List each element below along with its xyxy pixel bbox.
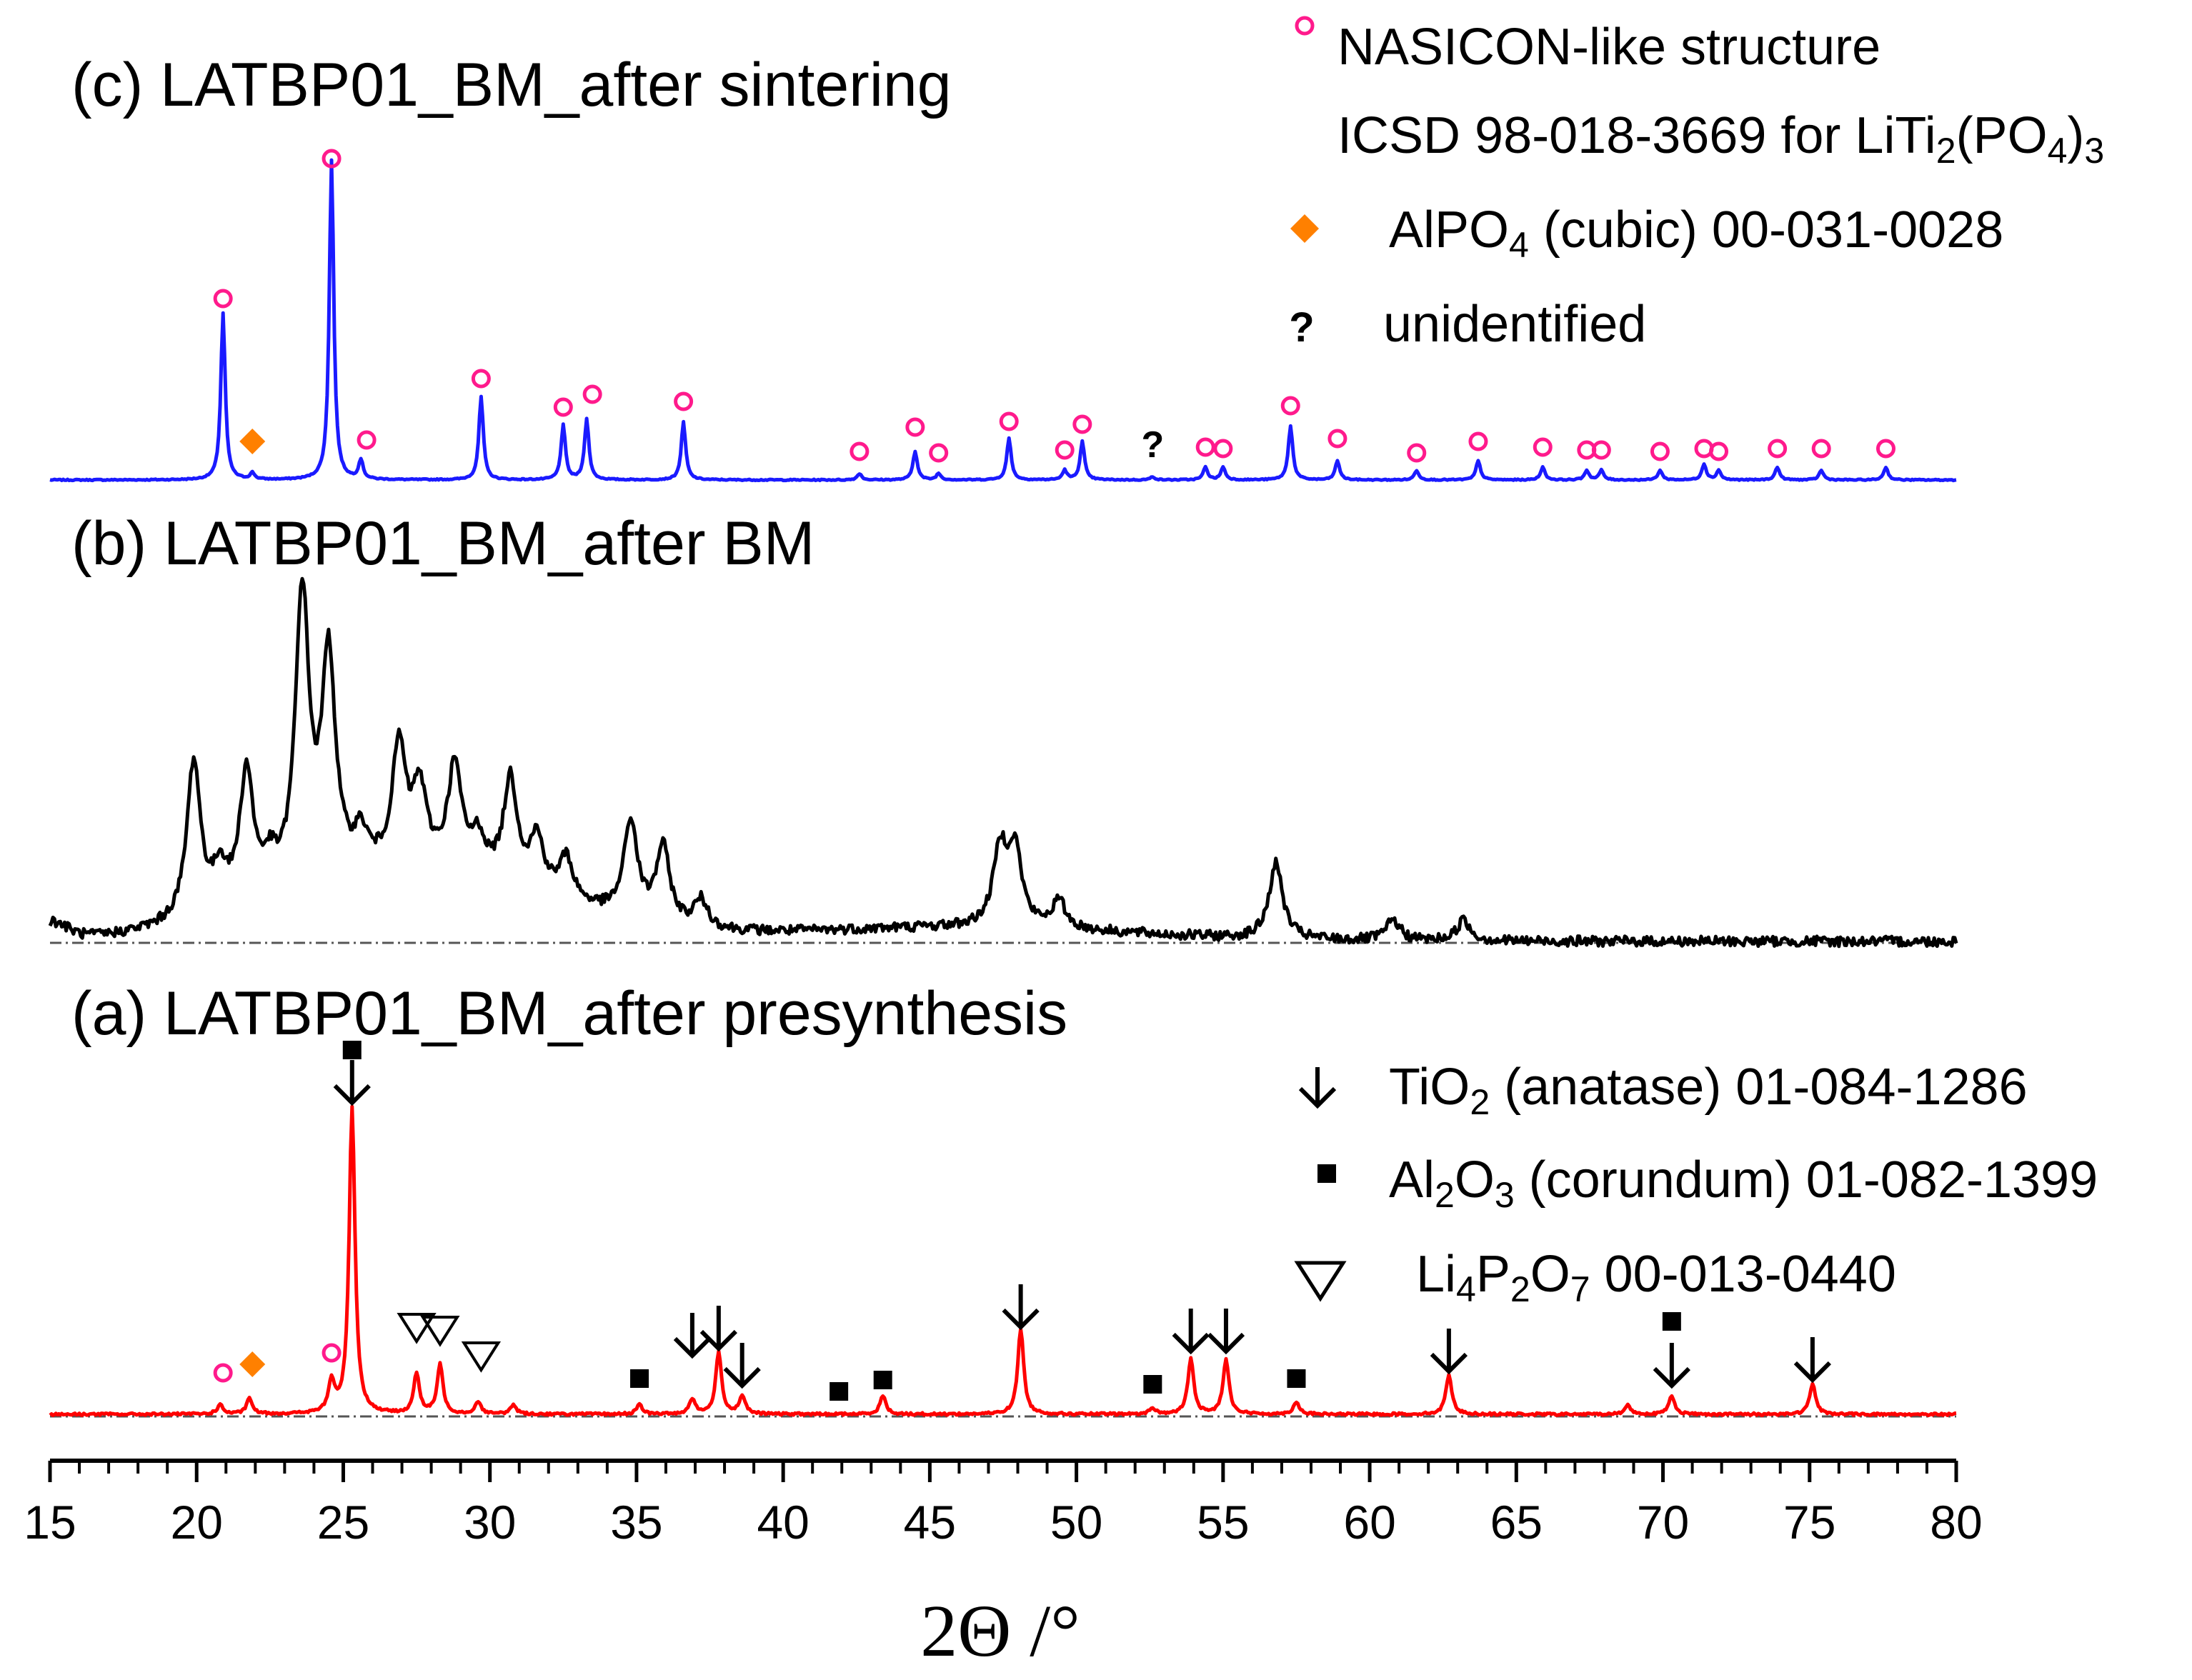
legend-anatase-symbol	[1298, 1067, 1337, 1109]
legend-anatase-label: TiO2 (anatase) 01-084-1286	[1389, 1059, 2028, 1122]
phase-markers: ?	[213, 149, 1895, 1401]
corundum-marker	[873, 1371, 892, 1389]
trace-a	[49, 1104, 1957, 1417]
alpo4-marker	[239, 429, 266, 454]
corundum-marker	[1662, 1312, 1681, 1331]
x-tick-label: 70	[1637, 1496, 1689, 1549]
nasicon-marker	[357, 430, 377, 450]
x-tick-label: 45	[904, 1496, 956, 1549]
anatase-marker	[723, 1343, 761, 1389]
nasicon-marker	[582, 384, 602, 404]
nasicon-marker	[1533, 437, 1553, 457]
nasicon-marker	[999, 411, 1019, 431]
nasicon-marker	[213, 1363, 233, 1383]
x-tick-label: 80	[1930, 1496, 1982, 1549]
anatase-marker	[673, 1313, 712, 1359]
corundum-marker	[830, 1382, 849, 1401]
unidentified-marker: ?	[1141, 424, 1164, 466]
nasicon-marker	[1407, 443, 1427, 463]
li4p2o7-marker	[420, 1316, 460, 1347]
anatase-marker	[1172, 1309, 1210, 1355]
legend-top: NASICON-like structure ICSD 98-018-3669 …	[1289, 16, 2104, 353]
x-ticks: 15 20 25 30 35 40 45 50 55 60 65 70 75 80	[24, 1461, 1983, 1549]
nasicon-marker	[929, 443, 949, 463]
panel-title-a: (a) LATBP01_BM_after presynthesis	[71, 979, 1067, 1048]
anatase-marker	[333, 1060, 371, 1106]
panel-title-c: (c) LATBP01_BM_after sintering	[71, 51, 952, 119]
legend-bottom: TiO2 (anatase) 01-084-1286 Al2O3 (corund…	[1294, 1059, 2098, 1309]
corundum-marker	[1143, 1375, 1162, 1394]
legend-nasicon-line2: ICSD 98-018-3669 for LiTi2(PO4)3	[1337, 107, 2104, 171]
nasicon-marker	[1327, 429, 1347, 449]
x-tick-label: 40	[757, 1496, 809, 1549]
anatase-marker	[1207, 1309, 1245, 1355]
anatase-marker	[1002, 1284, 1040, 1331]
legend-corundum-symbol	[1317, 1164, 1336, 1183]
nasicon-marker	[1875, 439, 1895, 459]
x-tick-label: 65	[1490, 1496, 1543, 1549]
legend-li4p2o7-label: Li4P2O7 00-013-0440	[1416, 1246, 1896, 1309]
nasicon-marker	[1709, 441, 1729, 461]
trace-b	[48, 576, 1958, 949]
x-tick-label: 35	[610, 1496, 662, 1549]
nasicon-marker	[674, 391, 694, 411]
nasicon-marker	[213, 289, 233, 309]
nasicon-marker	[1213, 439, 1233, 459]
anatase-marker	[699, 1306, 737, 1352]
x-tick-label: 75	[1783, 1496, 1835, 1549]
nasicon-marker	[1280, 396, 1300, 416]
li4p2o7-marker	[461, 1341, 502, 1373]
corundum-marker	[630, 1369, 649, 1388]
legend-alpo4-symbol	[1290, 214, 1319, 243]
corundum-marker	[1287, 1369, 1306, 1388]
legend-nasicon-symbol	[1295, 16, 1315, 36]
nasicon-marker	[1072, 414, 1092, 434]
nasicon-marker	[322, 149, 342, 169]
panel-title-b: (b) LATBP01_BM_after BM	[71, 509, 814, 578]
x-tick-label: 30	[464, 1496, 516, 1549]
nasicon-marker	[1468, 431, 1488, 451]
x-axis-label: 2Θ /°	[920, 1590, 1080, 1672]
traces	[48, 158, 1958, 1417]
nasicon-marker	[1195, 437, 1215, 457]
x-tick-label: 60	[1343, 1496, 1395, 1549]
anatase-marker	[1653, 1343, 1690, 1389]
legend-unidentified-label: unidentified	[1383, 296, 1646, 353]
nasicon-marker	[471, 369, 491, 389]
legend-li4p2o7-symbol	[1294, 1261, 1347, 1302]
legend-corundum-label: Al2O3 (corundum) 01-082-1399	[1389, 1151, 2098, 1215]
nasicon-marker	[322, 1343, 342, 1363]
alpo4-marker	[239, 1351, 266, 1377]
legend-alpo4-label: AlPO4 (cubic) 00-031-0028	[1389, 201, 2003, 265]
nasicon-marker	[905, 417, 925, 437]
x-tick-label: 25	[317, 1496, 369, 1549]
trace-c	[49, 158, 1957, 483]
x-tick-label: 20	[171, 1496, 223, 1549]
anatase-marker	[1793, 1337, 1831, 1384]
nasicon-marker	[1811, 439, 1831, 459]
li4p2o7-marker	[397, 1313, 437, 1344]
nasicon-marker	[1768, 439, 1788, 459]
corundum-marker	[342, 1041, 362, 1059]
nasicon-marker	[553, 397, 573, 417]
x-tick-label: 55	[1197, 1496, 1249, 1549]
x-tick-label: 15	[24, 1496, 76, 1549]
nasicon-marker	[1591, 440, 1611, 460]
legend-nasicon-label: NASICON-like structure	[1337, 19, 1880, 76]
x-tick-label: 50	[1050, 1496, 1102, 1549]
nasicon-marker	[850, 441, 870, 461]
nasicon-marker	[1650, 441, 1670, 461]
anatase-marker	[1430, 1329, 1468, 1375]
nasicon-marker	[1055, 440, 1075, 460]
legend-unidentified-symbol: ?	[1289, 304, 1314, 351]
